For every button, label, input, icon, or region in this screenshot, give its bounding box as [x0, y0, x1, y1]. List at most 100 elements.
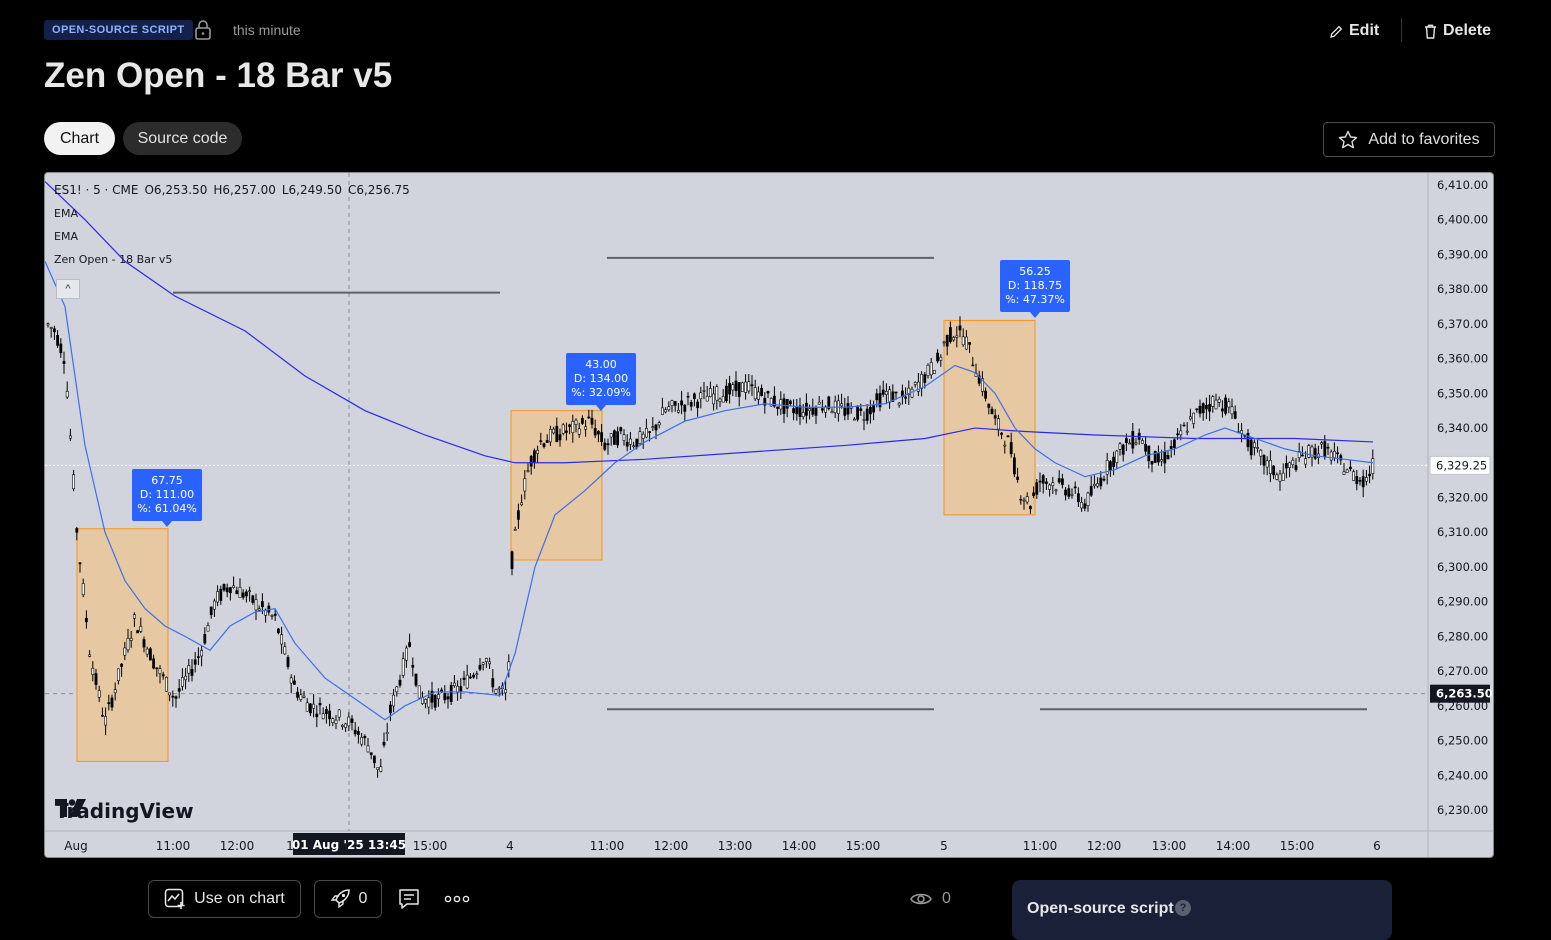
candle-body [1259, 449, 1263, 457]
candle-body [203, 634, 207, 644]
more-options-button[interactable] [444, 886, 470, 912]
x-tick-label: 15:00 [846, 839, 881, 853]
y-tick-label: 6,390.00 [1437, 247, 1488, 261]
candle-body [305, 702, 309, 712]
candle-body [232, 585, 236, 588]
candle-body [273, 613, 277, 616]
candle-body [936, 352, 940, 362]
candle-body [1342, 471, 1346, 475]
tab-source-code[interactable]: Source code [123, 122, 242, 155]
price-chart[interactable]: 6,410.00 6,400.00 6,390.00 6,380.00 6,370.00… [45, 173, 1494, 858]
candle-body [580, 418, 584, 424]
candle-body [126, 637, 130, 651]
candle-body [299, 694, 303, 700]
candle-body [1310, 446, 1314, 458]
candle-body [382, 741, 386, 746]
callout-distance: D: 111.00 [140, 488, 194, 501]
boost-button[interactable]: 0 [314, 880, 382, 918]
candle-body [1064, 489, 1068, 496]
edit-button[interactable]: Edit [1330, 20, 1379, 42]
indicator-zen-open[interactable]: Zen Open - 18 Bar v5 [54, 253, 173, 266]
lock-icon [194, 20, 212, 40]
candle-body [859, 408, 863, 411]
candle-body [1115, 450, 1119, 463]
candle-body [324, 708, 328, 715]
candle-body [875, 393, 879, 401]
candle-body [1016, 476, 1020, 480]
y-tick-label: 6,270.00 [1437, 664, 1488, 678]
candle-body [504, 689, 508, 694]
more-icon [444, 895, 470, 903]
candle-body [724, 385, 728, 402]
candle-body [472, 674, 476, 678]
comments-button[interactable] [396, 886, 422, 912]
current-price-label: 6,329.25 [1436, 458, 1487, 472]
chart-area[interactable]: 6,410.00 6,400.00 6,390.00 6,380.00 6,370.00… [44, 172, 1494, 858]
callout-percent: %: 32.09% [571, 386, 631, 399]
candle-body [651, 426, 655, 428]
candle-body [123, 647, 127, 656]
candle-body [1009, 442, 1013, 455]
candle-body [948, 327, 952, 342]
tab-chart[interactable]: Chart [44, 122, 115, 155]
x-tick-label: 12:00 [654, 839, 689, 853]
candle-body [286, 657, 290, 668]
crosshair-time-badge [293, 833, 405, 855]
symbol-label[interactable]: ES1! · 5 · CME [54, 183, 139, 197]
help-icon[interactable]: ? [1175, 900, 1191, 916]
candle-body [536, 449, 540, 454]
candle-body [638, 431, 642, 444]
candle-body [436, 694, 440, 700]
candle-body [1083, 503, 1087, 509]
candle-body [289, 677, 293, 684]
candle-body [776, 406, 780, 409]
candle-body [468, 676, 472, 679]
y-tick-label: 6,240.00 [1437, 768, 1488, 782]
candle-body [1301, 454, 1304, 457]
candle-body [81, 583, 85, 596]
candle-body [177, 688, 181, 692]
candle-body [804, 402, 808, 416]
collapse-legend-button[interactable]: ^ [56, 279, 80, 299]
candle-body [1028, 506, 1032, 510]
candle-body [1336, 452, 1340, 455]
delete-button[interactable]: Delete [1424, 20, 1491, 42]
edit-label: Edit [1349, 22, 1380, 39]
candle-body [619, 427, 623, 432]
candle-body [1147, 445, 1151, 462]
candle-body [1067, 488, 1071, 497]
candle-body [462, 677, 466, 680]
candle-body [516, 510, 520, 520]
candle-body [1077, 493, 1080, 503]
candle-body [49, 327, 53, 329]
candle-body [913, 382, 917, 385]
candle-body [561, 424, 565, 434]
candle-body [612, 430, 616, 445]
candle-body [625, 441, 629, 447]
candle-body [1070, 493, 1074, 496]
candle-body [539, 440, 543, 442]
candle-body [923, 374, 927, 383]
candle-body [1227, 401, 1231, 408]
add-to-favorites-button[interactable]: Add to favorites [1323, 122, 1495, 157]
candle-body [277, 628, 280, 634]
candle-body [165, 677, 168, 692]
star-icon [1339, 130, 1358, 148]
candle-body [1134, 442, 1138, 445]
indicator-ema-1[interactable]: EMA [54, 207, 78, 220]
candle-body [987, 403, 991, 408]
candle-body [779, 399, 783, 410]
indicator-ema-2[interactable]: EMA [54, 230, 78, 243]
ohlc-open: O6,253.50 [144, 183, 208, 197]
candle-body [939, 356, 943, 361]
use-on-chart-button[interactable]: Use on chart [148, 880, 301, 918]
candle-body [408, 642, 412, 647]
candle-body [1160, 459, 1164, 462]
candle-body [888, 389, 892, 403]
ohlc-high: H6,257.00 [213, 183, 276, 197]
candle-body [1349, 466, 1352, 470]
callout-box [566, 353, 636, 405]
callout-pointer [162, 521, 172, 527]
candle-body [955, 335, 959, 338]
candle-body [312, 703, 316, 709]
